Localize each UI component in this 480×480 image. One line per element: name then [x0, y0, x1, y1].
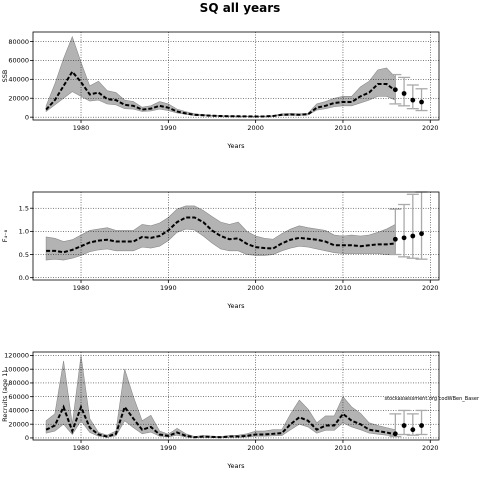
recruits-projection-point: [392, 431, 398, 437]
recruits-y-tick-label: 0: [25, 434, 29, 442]
f-axes-frame: [32, 191, 440, 281]
f-x-tick-label: 2000: [247, 284, 264, 292]
recruits-y-tick-label: 60000: [8, 393, 29, 401]
recruits-projection-point: [410, 427, 416, 433]
f-x-tick-label: 1980: [73, 284, 90, 292]
ssb-projection-point: [392, 87, 398, 93]
f-y-tick-label: 0.5: [19, 251, 29, 259]
recruitment-panel: 1980 1990 2000 2010 2020 0 20000 40000 60000 8000…: [1, 351, 440, 470]
recruits-x-tick-label: 2020: [422, 444, 439, 452]
recruits-x-tick-label: 1980: [73, 444, 90, 452]
ssb-y-tick-label: 80000: [8, 38, 29, 46]
f-y-axis-label: F₄₋₈: [1, 229, 9, 242]
recruits-projection-point: [401, 423, 407, 428]
ssb-y-tick-label: 40000: [8, 76, 29, 84]
recruits-y-axis-label: Recruits (age 1): [1, 370, 9, 422]
ssb-x-tick-label: 2020: [422, 124, 439, 132]
ssb-y-tick-label: 20000: [8, 95, 29, 103]
ssb-axes-frame: [32, 31, 440, 121]
ssb-x-tick-label: 2010: [335, 124, 352, 132]
recruits-x-tick-label: 1990: [160, 444, 177, 452]
ssb-y-tick-label: 0: [25, 113, 29, 121]
ssb-x-tick-label: 1990: [160, 124, 177, 132]
f-y-tick-label: 0.0: [19, 274, 29, 282]
recruits-y-tick-label: 20000: [8, 420, 29, 428]
source-annotation: stockassessment.org codWBen_Baser: [384, 396, 479, 402]
recruits-x-axis-label: Years: [226, 462, 245, 470]
recruits-y-tick-label: 120000: [4, 352, 29, 360]
f-x-tick-label: 2020: [422, 284, 439, 292]
f-projection-point: [419, 231, 424, 237]
ssb-x-axis-label: Years: [226, 142, 245, 150]
f-projection-point: [392, 236, 398, 242]
recruits-axes-frame: [32, 351, 440, 441]
recruits-x-tick-label: 2010: [335, 444, 352, 452]
recruits-x-tick-label: 2000: [247, 444, 264, 452]
recruits-y-tick-label: 40000: [8, 407, 29, 415]
recruits-estimate-line: [45, 404, 396, 439]
f-y-tick-label: 1.5: [19, 205, 29, 213]
ssb-y-axis-label: SSB: [1, 70, 9, 83]
ssb-panel: 1980 1990 2000 2010 2020 0 20000 40000 60000 8000…: [1, 31, 440, 150]
ssb-projection-point: [419, 99, 424, 105]
f-estimate-line: [46, 216, 396, 254]
f-x-tick-label: 2010: [335, 284, 352, 292]
chart-title: SQ all years: [199, 1, 281, 15]
recruits-projection-point: [419, 423, 424, 428]
f-projection-point: [410, 233, 416, 239]
recruits-y-tick-label: 100000: [4, 365, 29, 373]
f-y-tick-label: 1.0: [19, 228, 29, 236]
ssb-projection-point: [401, 91, 407, 96]
ssb-estimate-line: [45, 70, 396, 118]
f-x-axis-label: Years: [226, 302, 245, 310]
recruits-y-tick-label: 80000: [8, 379, 29, 387]
ssb-projection-point: [410, 97, 416, 103]
ssb-x-tick-label: 2000: [247, 124, 264, 132]
ssb-y-tick-label: 60000: [8, 57, 29, 65]
ssb-x-tick-label: 1980: [73, 124, 90, 132]
f-x-tick-label: 1990: [160, 284, 177, 292]
f-projection-point: [401, 235, 407, 241]
fishing-mortality-panel: 1980 1990 2000 2010 2020 0.0 0.5 1.0 1.5 Years F₄₋…: [1, 191, 440, 310]
